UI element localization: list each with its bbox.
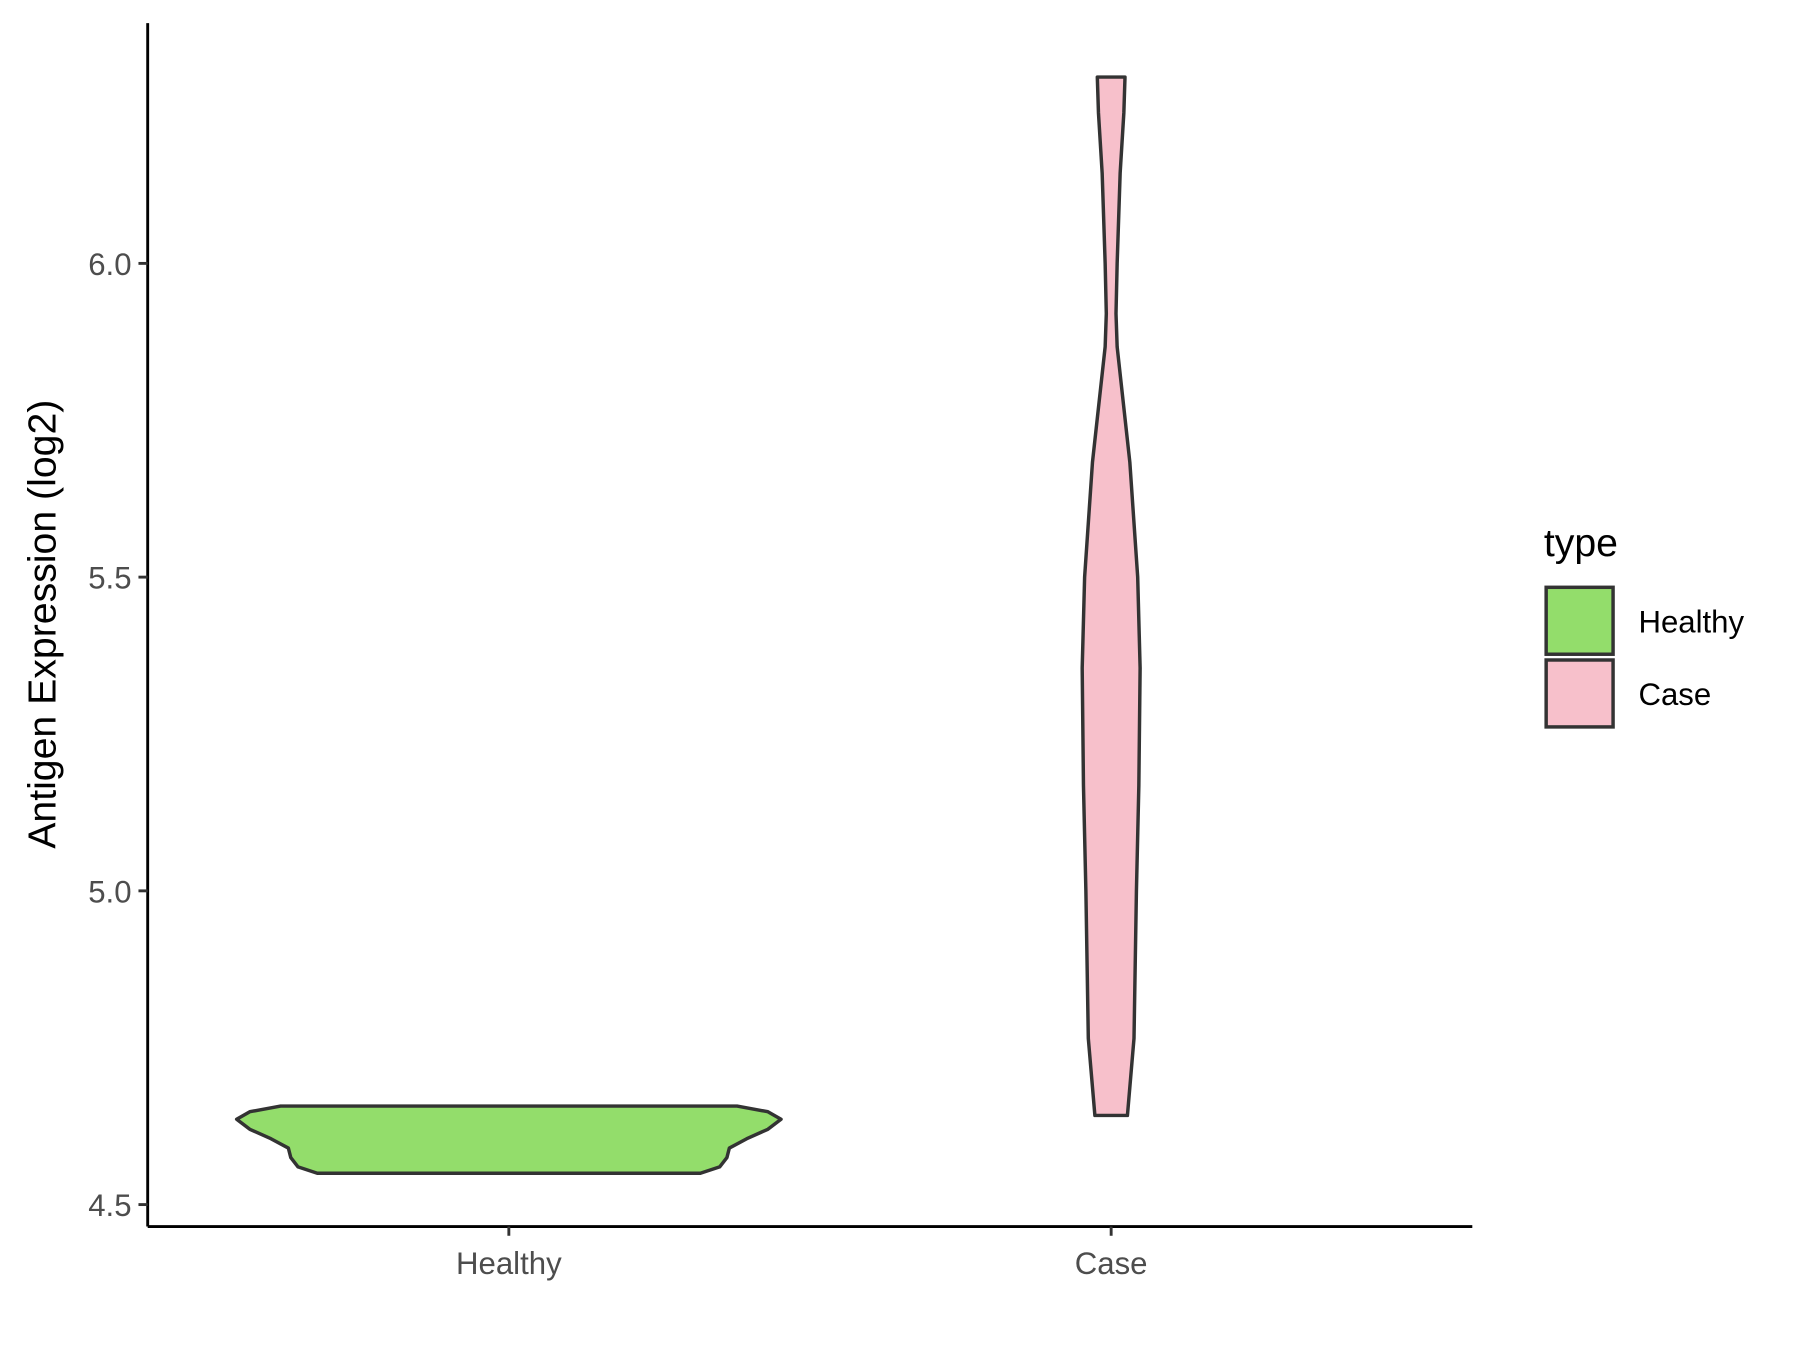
y-tick-label: 5.5 [88,561,131,596]
y-axis-title: Antigen Expression (log2) [20,400,64,849]
legend-label: Case [1638,677,1711,712]
y-tick-label: 5.0 [88,874,131,909]
legend-swatch [1544,585,1615,656]
violin [1080,75,1142,1118]
legend-title: type [1544,521,1618,565]
legend-swatch [1544,658,1615,729]
violin [234,1104,783,1175]
x-tick-label: Healthy [456,1246,562,1281]
y-tick-label: 4.5 [88,1188,131,1223]
x-tick-label: Case [1075,1246,1148,1281]
legend-label: Healthy [1638,604,1744,639]
y-tick-label: 6.0 [88,247,131,282]
